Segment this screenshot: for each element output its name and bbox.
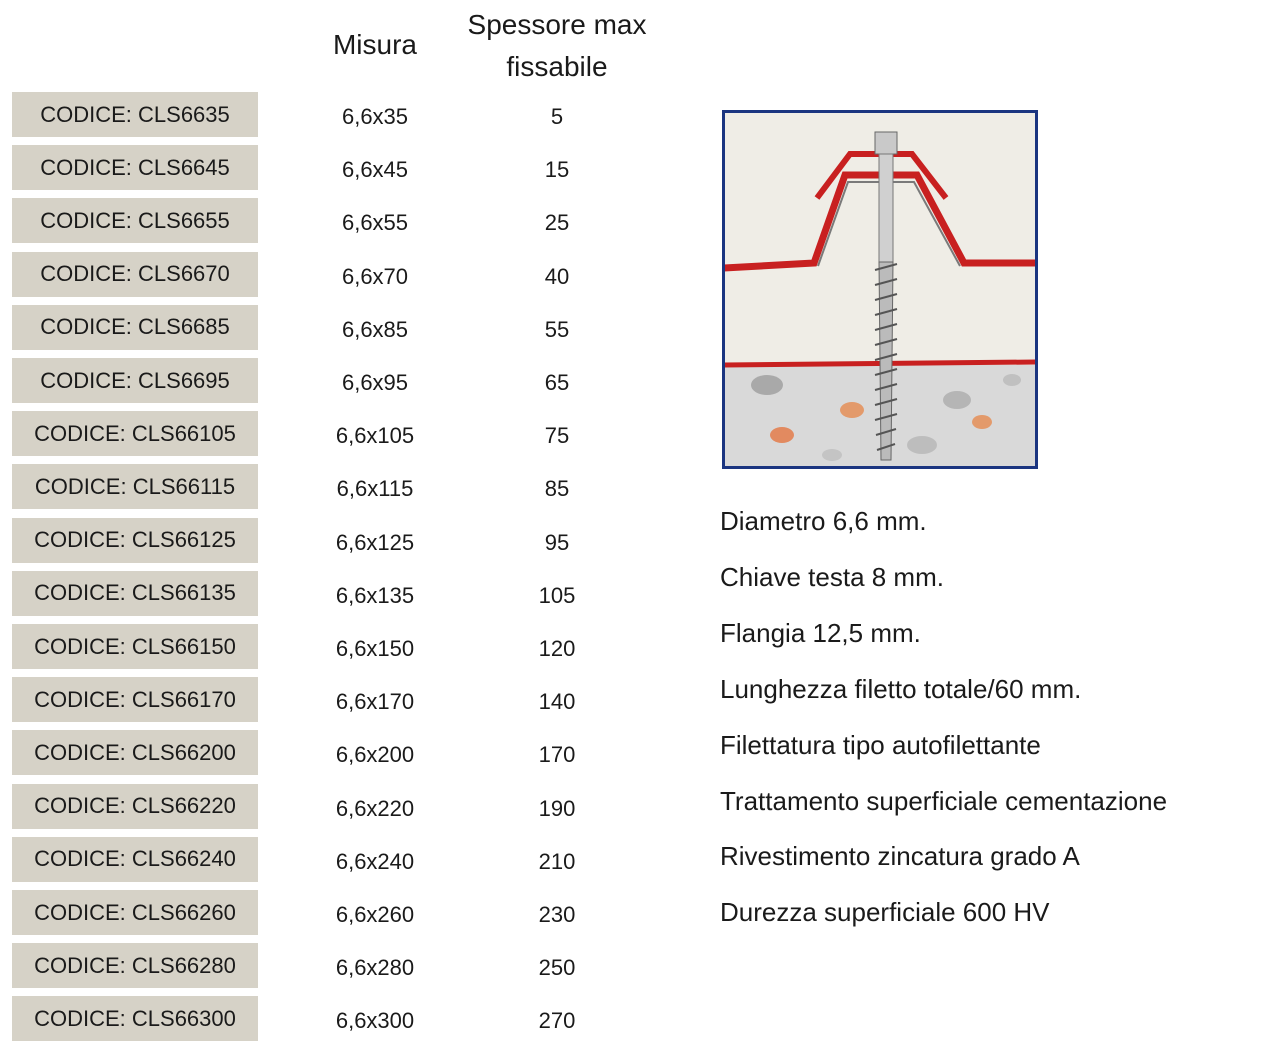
- page: Misura Spessore max fissabile (() => { c…: [0, 0, 1279, 1039]
- spec-line: Rivestimento zincatura grado A: [720, 836, 1080, 876]
- size: 6,6x150: [295, 626, 455, 671]
- size: 6,6x280: [295, 945, 455, 990]
- product-code: CODICE: CLS6635: [12, 92, 258, 137]
- size: 6,6x105: [295, 413, 455, 458]
- max-thickness: 5: [477, 94, 637, 139]
- product-code: CODICE: CLS66220: [12, 784, 258, 829]
- size: 6,6x170: [295, 679, 455, 724]
- max-thickness: 140: [477, 679, 637, 724]
- size: 6,6x85: [295, 307, 455, 352]
- header-size: Misura: [295, 24, 455, 66]
- spec-line: Lunghezza filetto totale/60 mm.: [720, 669, 1081, 709]
- product-code: CODICE: CLS6695: [12, 358, 258, 403]
- product-code: CODICE: CLS66280: [12, 943, 258, 988]
- size: 6,6x95: [295, 360, 455, 405]
- max-thickness: 230: [477, 892, 637, 937]
- size: 6,6x125: [295, 520, 455, 565]
- product-code: CODICE: CLS6645: [12, 145, 258, 190]
- max-thickness: 95: [477, 520, 637, 565]
- product-code: CODICE: CLS66260: [12, 890, 258, 935]
- size: 6,6x220: [295, 786, 455, 831]
- max-thickness: 85: [477, 466, 637, 511]
- size: 6,6x135: [295, 573, 455, 618]
- max-thickness: 170: [477, 732, 637, 777]
- max-thickness: 55: [477, 307, 637, 352]
- size: 6,6x45: [295, 147, 455, 192]
- product-code: CODICE: CLS66300: [12, 996, 258, 1041]
- product-code: CODICE: CLS66125: [12, 518, 258, 563]
- product-code: CODICE: CLS6655: [12, 198, 258, 243]
- max-thickness: 65: [477, 360, 637, 405]
- product-code: CODICE: CLS66150: [12, 624, 258, 669]
- size: 6,6x200: [295, 732, 455, 777]
- max-thickness: 270: [477, 998, 637, 1043]
- size: 6,6x35: [295, 94, 455, 139]
- size: 6,6x55: [295, 200, 455, 245]
- size: 6,6x70: [295, 254, 455, 299]
- screw-head: [875, 132, 897, 154]
- spec-line: Chiave testa 8 mm.: [720, 557, 944, 597]
- spec-line: Trattamento superficiale cementazione: [720, 781, 1167, 821]
- spec-line: Filettatura tipo autofilettante: [720, 725, 1041, 765]
- product-code: CODICE: CLS66115: [12, 464, 258, 509]
- max-thickness: 105: [477, 573, 637, 618]
- header-thickness: Spessore max fissabile: [447, 4, 667, 88]
- max-thickness: 15: [477, 147, 637, 192]
- max-thickness: 40: [477, 254, 637, 299]
- max-thickness: 250: [477, 945, 637, 990]
- max-thickness: 25: [477, 200, 637, 245]
- size: 6,6x240: [295, 839, 455, 884]
- size: 6,6x115: [295, 466, 455, 511]
- product-code: CODICE: CLS66200: [12, 730, 258, 775]
- size: 6,6x260: [295, 892, 455, 937]
- product-code: CODICE: CLS6685: [12, 305, 258, 350]
- size: 6,6x300: [295, 998, 455, 1043]
- spec-line: Diametro 6,6 mm.: [720, 501, 927, 541]
- product-code: CODICE: CLS66105: [12, 411, 258, 456]
- max-thickness: 210: [477, 839, 637, 884]
- spec-line: Flangia 12,5 mm.: [720, 613, 921, 653]
- product-code: CODICE: CLS66170: [12, 677, 258, 722]
- screw-illustration: [722, 110, 1038, 469]
- max-thickness: 75: [477, 413, 637, 458]
- product-code: CODICE: CLS66240: [12, 837, 258, 882]
- max-thickness: 190: [477, 786, 637, 831]
- product-code: CODICE: CLS6670: [12, 252, 258, 297]
- screw-shank: [879, 154, 893, 262]
- max-thickness: 120: [477, 626, 637, 671]
- product-code: CODICE: CLS66135: [12, 571, 258, 616]
- spec-line: Durezza superficiale 600 HV: [720, 892, 1050, 932]
